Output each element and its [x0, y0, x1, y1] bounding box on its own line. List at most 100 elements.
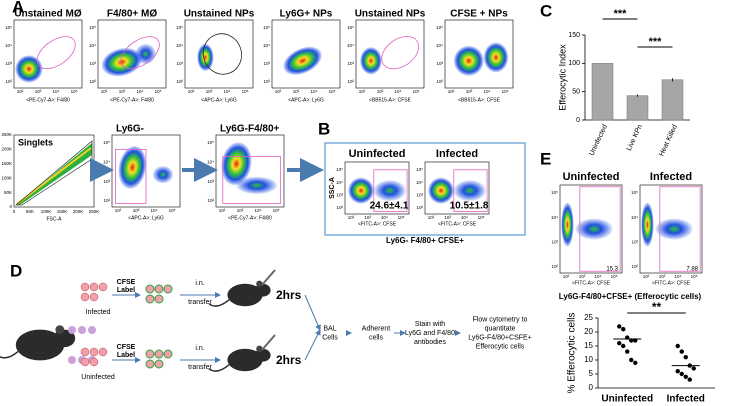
flow-arrow — [304, 329, 321, 361]
flow-x-tick: 10⁴ — [395, 89, 402, 94]
flow-y-tick: 10⁴ — [176, 43, 183, 48]
plot-xlabel: <BB515-A>: CFSE — [458, 97, 501, 103]
flow-y-tick: 10⁵ — [336, 167, 343, 172]
flow-y-tick: 10² — [103, 198, 110, 203]
labeled-neutrophil — [154, 284, 164, 294]
flow-x-tick: 10³ — [659, 274, 666, 279]
density-cloud — [575, 218, 613, 240]
flow-y-tick: 10⁵ — [416, 167, 423, 172]
plot-title: Unstained NPs — [184, 9, 255, 20]
data-point — [683, 374, 688, 379]
transfer-label: transfer — [188, 299, 212, 306]
density-cloud — [135, 43, 156, 65]
flow-x-tick: 10² — [188, 89, 195, 94]
flow-x-tick: 10⁵ — [71, 89, 78, 94]
flow-y-tick: 10³ — [336, 193, 343, 198]
significance: *** — [649, 36, 663, 48]
flow-y-tick: 10² — [336, 205, 343, 210]
data-point — [617, 324, 622, 329]
labeled-neutrophil — [145, 284, 155, 294]
flow-x-tick: 10² — [563, 274, 570, 279]
mouse-tail — [208, 299, 230, 307]
flow-y-tick: 10² — [551, 264, 558, 269]
flow-y-tick: 10⁴ — [89, 43, 96, 48]
bar — [591, 63, 614, 121]
y-tick-label: 0 — [589, 383, 594, 392]
transfer-label: i.n. — [195, 345, 204, 352]
flow-y-tick: 10³ — [416, 193, 423, 198]
bacteria — [68, 356, 76, 364]
flow-x-tick: 10⁵ — [155, 89, 162, 94]
plot-title: Singlets — [18, 137, 53, 147]
data-point — [683, 355, 688, 360]
flow-x-tick: 10² — [275, 89, 282, 94]
cfse-label: CFSE — [117, 344, 136, 351]
flow-x-tick: 10⁵ — [329, 89, 336, 94]
flow-y-tick: 10⁵ — [103, 140, 110, 145]
panel-label: C — [540, 1, 552, 20]
step-label: Ly6G-F4/80+CSFE+ — [468, 334, 532, 341]
flow-y-tick: 10⁴ — [207, 160, 214, 165]
flow-x-tick: 10⁵ — [611, 274, 618, 279]
density-cloud — [373, 180, 406, 202]
flow-y-tick: 10² — [263, 79, 270, 84]
step-label: Ly6G and F4/80 — [405, 330, 455, 337]
plot-xlabel: <PE-Cy7-A>: F4/80 — [110, 97, 154, 103]
step-label: Adherent — [362, 325, 390, 332]
density-cloud — [236, 176, 278, 195]
bacteria — [88, 326, 96, 334]
gate — [36, 36, 76, 70]
flow-y-tick: 10³ — [207, 179, 214, 184]
x-tick-label: Live KPn — [626, 124, 644, 152]
flow-x-tick: 10⁴ — [53, 89, 60, 94]
data-point — [617, 341, 622, 346]
mouse-ear — [55, 325, 65, 334]
flow-x-tick: 10⁴ — [675, 274, 682, 279]
gate — [381, 36, 420, 70]
mouse-ear — [256, 345, 263, 352]
flow-x-tick: 10⁵ — [169, 208, 176, 213]
singlets-y-tick: 50K — [4, 190, 12, 195]
significance: ** — [652, 300, 662, 314]
plot-title: CFSE + NPs — [450, 9, 508, 20]
flow-arrow — [304, 294, 321, 331]
singlets-y-tick: 250K — [1, 132, 12, 137]
singlets-y-tick: 0 — [9, 204, 12, 209]
transfer-label: transfer — [188, 364, 212, 371]
singlets-x-tick: 150K — [57, 209, 68, 214]
flow-x-tick: 10⁵ — [398, 215, 405, 220]
singlets-y-tick: 150K — [1, 161, 12, 166]
data-point — [687, 377, 692, 382]
gate-value: 24.6±4.1 — [370, 201, 409, 212]
plot-title: Infected — [436, 148, 478, 160]
group-label: Infected — [86, 309, 111, 316]
plot-xlabel: <BB515-A>: CFSE — [369, 97, 412, 103]
flow-x-tick: 10³ — [35, 89, 42, 94]
flow-y-tick: 10⁴ — [551, 215, 558, 220]
bacteria — [78, 326, 86, 334]
flow-x-tick: 10² — [219, 208, 226, 213]
step-label: BAL — [323, 325, 336, 332]
plot-title: Unstained MØ — [14, 9, 81, 20]
singlets-x-tick: 250K — [89, 209, 100, 214]
y-tick-label: 20 — [584, 327, 593, 336]
labeled-neutrophil — [145, 359, 155, 369]
neutrophil — [89, 357, 99, 367]
flow-y-tick: 10³ — [5, 61, 12, 66]
density-cloud — [118, 145, 147, 189]
plot-title: Uninfected — [349, 148, 406, 160]
panel-b-box — [324, 142, 526, 236]
flow-y-tick: 10⁴ — [263, 43, 270, 48]
plot-title: F4/80+ MØ — [107, 9, 158, 20]
gate — [202, 33, 243, 75]
singlets-y-tick: 200K — [1, 147, 12, 152]
singlets-x-tick: 200K — [73, 209, 84, 214]
flow-y-tick: 10³ — [631, 240, 638, 245]
density-cloud — [453, 45, 484, 76]
data-point — [679, 371, 684, 377]
flow-x-tick: 10³ — [293, 89, 300, 94]
axis-label: % Efferocytic cells — [567, 313, 578, 394]
flow-y-tick: 10² — [436, 79, 443, 84]
flow-y-tick: 10⁴ — [347, 43, 354, 48]
transfer-label: i.n. — [195, 280, 204, 287]
